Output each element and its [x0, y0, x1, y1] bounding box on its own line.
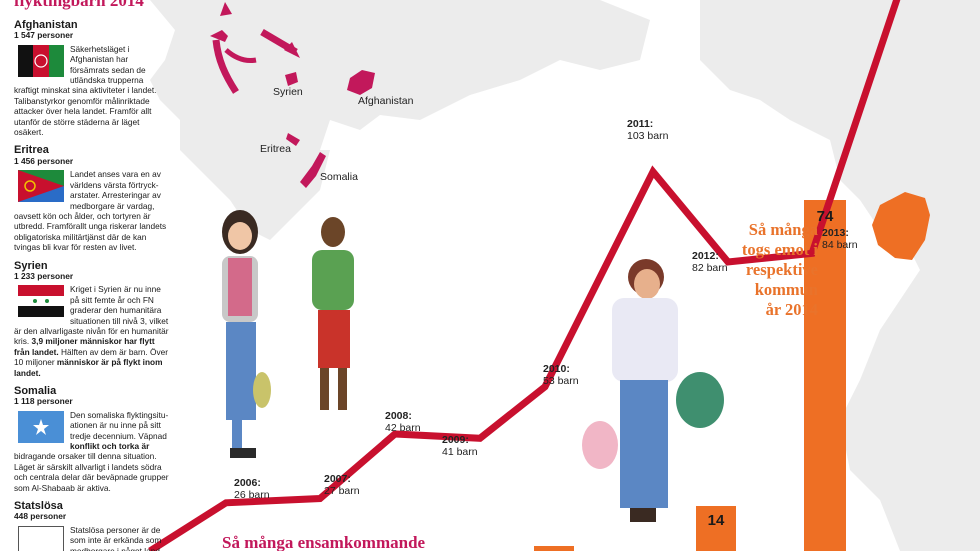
country-highlight: 3,9 miljoner människor har flytt från la…	[14, 336, 155, 357]
arrow-south	[224, 48, 257, 63]
arrow-east-head	[284, 42, 300, 58]
country-count: 1 118 personer	[14, 396, 73, 407]
somalia-flag-icon	[18, 410, 64, 443]
bar-value: 74	[816, 208, 834, 225]
value-label: 82 barn	[692, 262, 728, 274]
country-name: Syrien	[14, 259, 48, 272]
country-count: 1 547 personer	[14, 30, 74, 41]
data-label-2008: 2008: 42 barn	[385, 410, 421, 434]
kommun-text-line: år 2014	[765, 300, 818, 319]
year-label: 2007:	[324, 472, 351, 485]
year-label: 2008:	[385, 410, 412, 422]
country-desc: Kriget i Syrien är nu inne på sitt femte…	[14, 284, 169, 347]
kommun-text-line: Så många	[748, 220, 818, 239]
year-label: 2012:	[692, 250, 719, 262]
value-label: 42 barn	[385, 422, 421, 434]
arrow-north	[220, 2, 232, 16]
arrow-curve	[212, 39, 239, 94]
africa-map	[180, 120, 330, 240]
year-label: 2010:	[543, 362, 570, 375]
country-count: 448 personer	[14, 511, 67, 522]
data-label-2011: 2011: 103 barn	[627, 118, 668, 142]
header-title: flyktingbarn 2014	[14, 0, 144, 10]
boy-figure	[312, 217, 354, 410]
value-label: 26 barn	[234, 488, 270, 501]
country-desc-2: Hälften av dem är barn. Över 10 miljoner	[14, 346, 169, 368]
afghanistan-shape	[347, 70, 375, 95]
bar-74	[804, 200, 846, 551]
blank-flag-icon	[18, 525, 64, 551]
country-block-stateless: Statslösa personer är de som inte är erk…	[14, 525, 169, 551]
map-label-eritrea: Eritrea	[260, 143, 291, 155]
country-name: Somalia	[14, 385, 57, 397]
bar-edge	[534, 546, 574, 551]
value-label: 41 barn	[442, 446, 478, 459]
chart-title: Så många ensamkommande	[222, 533, 426, 551]
eritrea-flag-icon	[18, 170, 64, 203]
eritrea-shape	[286, 133, 300, 146]
bar-14	[696, 506, 736, 551]
woman-figure	[582, 259, 724, 522]
kommun-text-line: respektive	[745, 260, 818, 279]
trend-line	[148, 0, 901, 551]
kommun-text: Så många togs emot i respektive kommun å…	[698, 220, 818, 320]
data-label-2006: 2006: 26 barn	[234, 477, 270, 501]
value-label: 53 barn	[543, 374, 579, 387]
data-label-2012: 2012: 82 barn	[692, 250, 728, 274]
syria-shape	[285, 72, 298, 86]
country-desc: Den somaliska flyktingsitu-ationen är nu…	[70, 409, 169, 441]
value-label: 103 barn	[627, 129, 669, 142]
country-desc: Statslösa personer är de som inte är erk…	[70, 524, 163, 551]
country-block-afghanistan: Säkerhetsläget i Afghanistan har försämr…	[14, 44, 169, 138]
map-label-afghanistan: Afghanistan	[358, 95, 414, 107]
map-label-syrien: Syrien	[273, 86, 303, 98]
value-label: 27 barn	[324, 484, 360, 497]
year-label: 2011:	[627, 117, 654, 130]
country-block-eritrea: Landet anses vara en av världens värsta …	[14, 169, 169, 252]
country-highlight-2: människor är på flykt inom landet.	[14, 357, 163, 378]
country-desc: Säkerhetsläget i Afghanistan har försämr…	[14, 43, 157, 138]
kommun-text-line: togs emot i	[741, 240, 818, 259]
country-block-syria: Kriget i Syrien är nu inne på sitt femte…	[14, 284, 169, 378]
country-name: Eritrea	[14, 144, 49, 157]
arrow-west	[210, 30, 228, 42]
map-label-somalia: Somalia	[320, 171, 358, 183]
girl-figure	[222, 210, 271, 458]
country-desc: Landet anses vara en av världens värsta …	[14, 169, 167, 253]
year-label: 2009:	[442, 434, 469, 447]
year-label: 2013:	[822, 227, 849, 240]
scandinavia-map	[700, 0, 980, 551]
data-label-2009: 2009: 41 barn	[442, 434, 478, 458]
country-name: Statslösa	[14, 500, 63, 513]
value-label: 84 barn	[822, 239, 858, 252]
data-label-2007: 2007: 27 barn	[324, 473, 360, 497]
country-count: 1 456 personer	[14, 155, 74, 166]
data-label-2010: 2010: 53 barn	[543, 363, 579, 387]
country-list: flyktingbarn 2014 Afghanistan 1 547 pers…	[14, 0, 169, 551]
country-desc-2: bidragande orsaker till denna situation.…	[14, 451, 169, 493]
afghanistan-flag-icon	[18, 44, 64, 77]
country-count: 1 233 personer	[14, 270, 74, 281]
region-highlight	[872, 192, 930, 260]
kommun-text-line: kommun	[754, 280, 818, 299]
data-label-2013: 2013: 84 barn	[822, 227, 858, 251]
somalia-shape	[300, 152, 326, 188]
bar-value: 14	[707, 512, 725, 529]
country-block-somalia: Den somaliska flyktingsitu-ationen är nu…	[14, 410, 169, 493]
country-name: Afghanistan	[14, 19, 78, 31]
syria-flag-icon	[18, 285, 64, 318]
year-label: 2006:	[234, 476, 261, 489]
country-highlight: konflikt och torka är	[70, 441, 150, 452]
